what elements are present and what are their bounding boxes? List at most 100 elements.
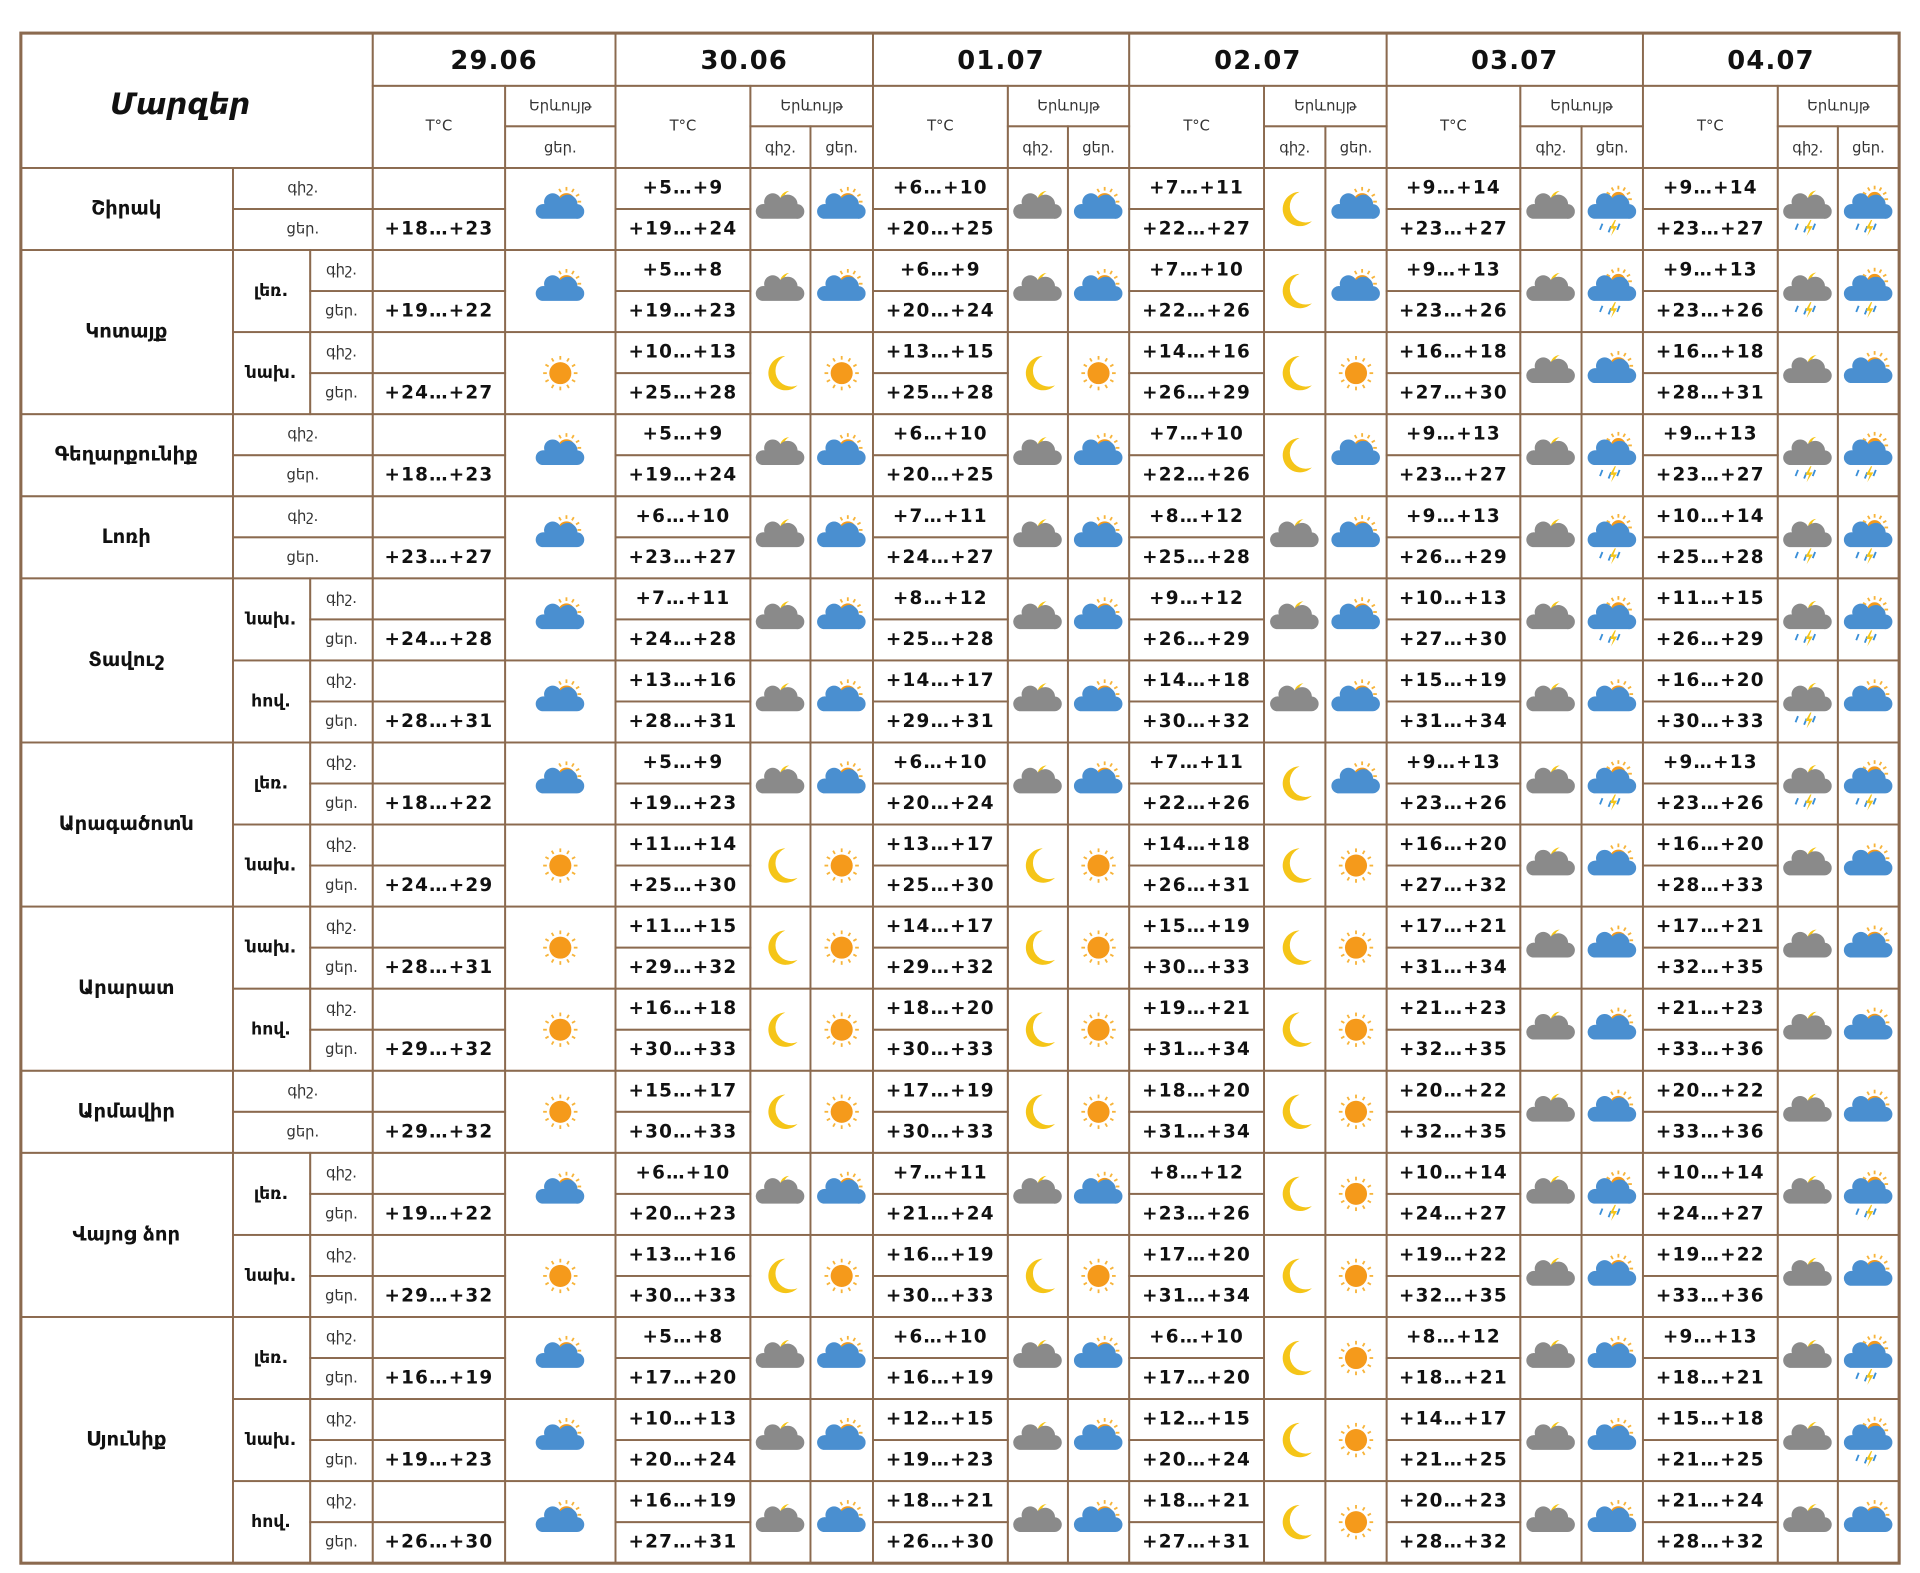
- sun-ray: [832, 958, 836, 963]
- sun-ray: [1882, 437, 1887, 442]
- sun: [1087, 1100, 1110, 1123]
- sun-ray: [856, 1424, 862, 1429]
- sun-ray: [550, 1096, 555, 1101]
- temperature: +20…+24: [1142, 1450, 1251, 1471]
- sun-ray: [1361, 876, 1366, 881]
- temperature: +16…+20: [1656, 834, 1765, 855]
- rain-drop: [1855, 469, 1860, 477]
- sun-ray: [1353, 188, 1358, 193]
- rain-drop: [1616, 223, 1621, 231]
- table-cell: [749, 823, 812, 908]
- temperature: +28…+31: [628, 711, 737, 732]
- rain-drop: [1616, 551, 1621, 559]
- cloud: [1526, 931, 1575, 958]
- sun-ray: [856, 193, 862, 197]
- weather-icon: [1081, 1012, 1116, 1047]
- sun-ray: [1109, 1501, 1113, 1506]
- cloud: [1270, 685, 1319, 712]
- sun-ray: [1367, 1430, 1372, 1435]
- weather-icon: [1843, 1007, 1893, 1040]
- temperature: +28…+32: [1399, 1532, 1508, 1553]
- weather-icon: [1783, 765, 1832, 811]
- region-name: Արմավիր: [78, 1099, 175, 1122]
- cloud: [1526, 849, 1575, 876]
- cloud: [1843, 521, 1893, 548]
- cloud: [1013, 1506, 1062, 1532]
- sun-ray: [1367, 1348, 1372, 1353]
- zone-label: նախ.: [244, 1430, 297, 1450]
- header-title: Մարզեր: [110, 87, 250, 121]
- sun-ray: [566, 1287, 570, 1292]
- cloud: [817, 1424, 866, 1450]
- lightning: [1866, 1204, 1874, 1221]
- weather-icon: [1013, 1504, 1062, 1532]
- sun-ray: [839, 270, 844, 275]
- sun-ray: [1622, 515, 1626, 520]
- sun-ray: [575, 1424, 580, 1429]
- weather-icon: [1783, 1011, 1832, 1040]
- sun-ray: [571, 938, 576, 942]
- sun-ray: [1610, 187, 1615, 192]
- table-cell: [1006, 823, 1069, 908]
- sun-ray: [1083, 1281, 1088, 1286]
- cloud: [1843, 1424, 1893, 1450]
- weather-icon: [817, 1335, 866, 1368]
- sun-ray: [1862, 1422, 1867, 1427]
- sun-ray: [847, 384, 852, 389]
- weather-icon: [1843, 1089, 1893, 1122]
- sun-ray: [1367, 379, 1372, 383]
- sun-ray: [1882, 191, 1887, 196]
- sun-ray: [1623, 845, 1627, 850]
- sun-ray: [1104, 850, 1108, 855]
- temperature: +17…+19: [886, 1080, 995, 1101]
- sun-ray: [1346, 1533, 1351, 1538]
- rain-drop: [1803, 718, 1808, 726]
- sun-ray: [847, 1096, 852, 1101]
- weather-icon: [1526, 273, 1575, 301]
- temperature: +23…+27: [628, 547, 737, 568]
- sun-ray: [832, 1040, 836, 1046]
- temperature: +23…+27: [1656, 465, 1765, 486]
- sun-ray: [826, 363, 831, 368]
- table-cell: [1263, 823, 1327, 908]
- temperature: +5…+8: [642, 1326, 723, 1347]
- weather-icon: [543, 930, 578, 965]
- sun-ray: [544, 953, 550, 958]
- sun-ray: [1346, 958, 1351, 963]
- sun-ray: [1104, 1096, 1108, 1101]
- sun-ray: [575, 1506, 580, 1511]
- sun-ray: [852, 363, 858, 368]
- day-label: ցեր.: [325, 1041, 358, 1058]
- sun-ray: [1340, 1117, 1345, 1122]
- sun-ray: [847, 1287, 852, 1292]
- rain-drop: [1811, 469, 1817, 477]
- sun-ray: [856, 439, 862, 444]
- night-header: գիշ.: [1792, 139, 1823, 156]
- night-label: գիշ.: [326, 262, 357, 279]
- sun-ray: [1089, 1123, 1093, 1128]
- weather-icon: [1526, 929, 1575, 958]
- sun-ray: [847, 876, 852, 881]
- sun-ray: [1626, 519, 1631, 524]
- region-name: Գեղարքունիք: [55, 443, 198, 466]
- date-label: 03.07: [1471, 46, 1559, 76]
- cloud: [1783, 357, 1832, 383]
- cloud: [1073, 1342, 1123, 1368]
- sun-ray: [1113, 193, 1118, 197]
- weather-icon: [1526, 1175, 1575, 1204]
- sun-ray: [1610, 515, 1615, 520]
- sun: [549, 854, 572, 877]
- sun-ray: [550, 876, 555, 881]
- sun-ray: [1627, 357, 1632, 362]
- weather-icon: [1270, 683, 1319, 712]
- sun-ray: [1096, 680, 1100, 685]
- sun-ray: [847, 1260, 852, 1265]
- sun: [1344, 1264, 1368, 1287]
- temperature: +10…+14: [1399, 1162, 1508, 1183]
- temperature: +12…+15: [1142, 1409, 1251, 1430]
- sun-ray: [1862, 602, 1867, 606]
- cloud: [1587, 521, 1637, 548]
- sun-ray: [1366, 680, 1371, 685]
- rain-drop: [1872, 305, 1877, 313]
- moon: [1282, 438, 1312, 473]
